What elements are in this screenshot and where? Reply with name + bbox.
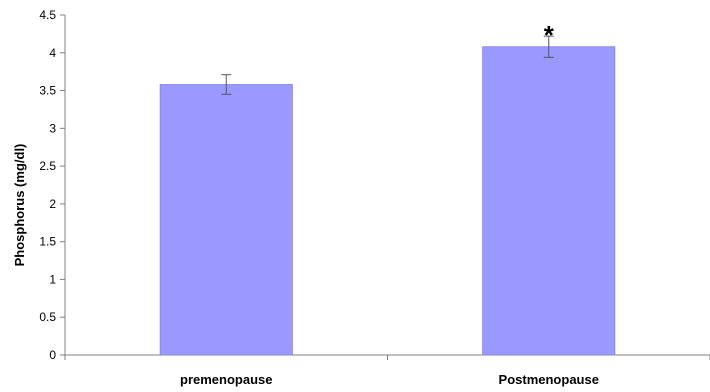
x-axis: premenopause Postmenopause <box>64 354 710 387</box>
y-tick-label: 2.5 <box>39 159 56 173</box>
y-tick-label: 1 <box>49 272 56 286</box>
y-tick-label: 1.5 <box>39 235 56 249</box>
annotations: * <box>544 20 555 50</box>
bar <box>159 84 293 356</box>
y-tick-label: 0.5 <box>39 310 56 324</box>
y-tick-label: 0 <box>49 348 56 362</box>
y-axis: 0 0.5 1 1.5 2 2.5 3 3.5 4 4.5 <box>39 8 66 362</box>
x-category-label: Postmenopause <box>499 372 599 387</box>
y-tick-label: 4.5 <box>39 8 56 22</box>
error-bars <box>221 35 554 95</box>
x-category-label: premenopause <box>180 372 272 387</box>
bar <box>482 46 616 356</box>
y-tick-label: 3 <box>49 121 56 135</box>
y-tick-label: 2 <box>49 197 56 211</box>
y-axis-title: Phosphorus (mg/dl) <box>12 144 27 267</box>
y-tick-label: 3.5 <box>39 84 56 98</box>
bars <box>159 46 616 356</box>
significance-marker: * <box>544 20 555 50</box>
y-tick-label: 4 <box>49 46 56 60</box>
